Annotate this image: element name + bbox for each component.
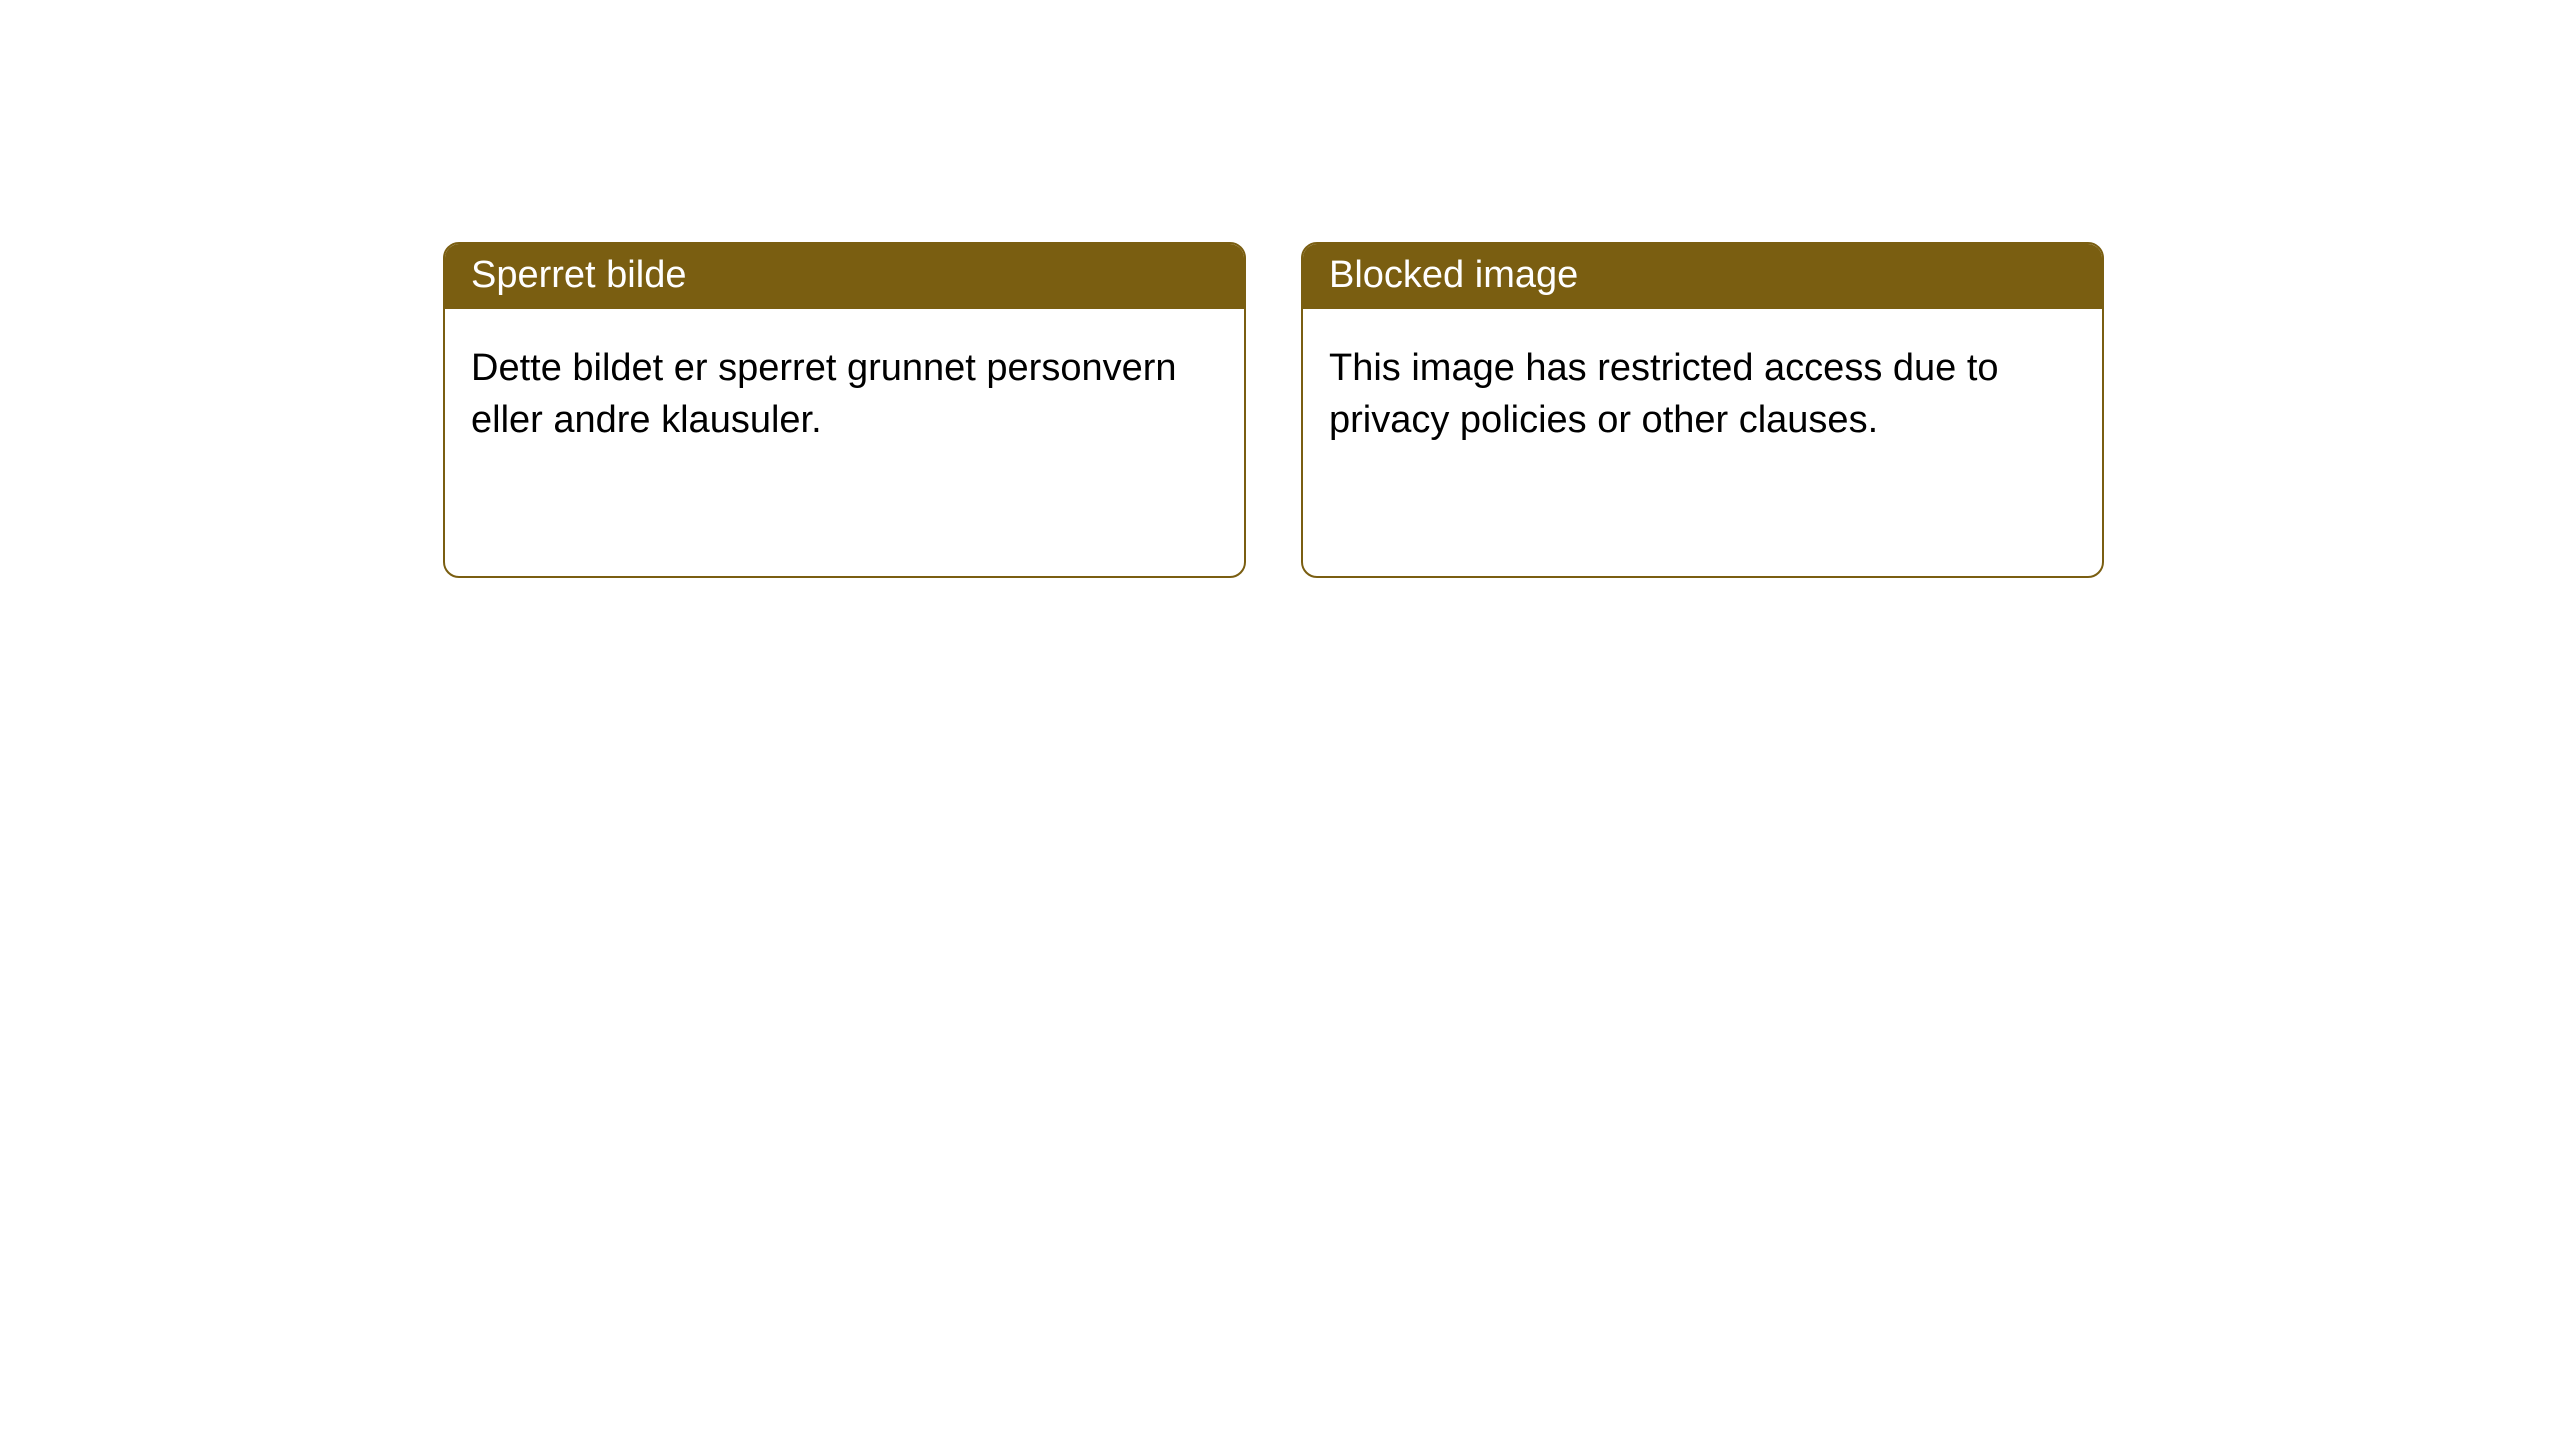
card-body-text: Dette bildet er sperret grunnet personve… [471,347,1177,441]
card-body-english: This image has restricted access due to … [1303,309,2102,480]
card-body-norwegian: Dette bildet er sperret grunnet personve… [445,309,1244,480]
cards-row: Sperret bilde Dette bildet er sperret gr… [443,242,2104,578]
card-header-english: Blocked image [1303,244,2102,309]
card-title: Blocked image [1329,254,1578,296]
card-body-text: This image has restricted access due to … [1329,347,1999,441]
card-english: Blocked image This image has restricted … [1301,242,2104,578]
card-title: Sperret bilde [471,254,686,296]
card-norwegian: Sperret bilde Dette bildet er sperret gr… [443,242,1246,578]
card-header-norwegian: Sperret bilde [445,244,1244,309]
page: Sperret bilde Dette bildet er sperret gr… [0,0,2560,1440]
